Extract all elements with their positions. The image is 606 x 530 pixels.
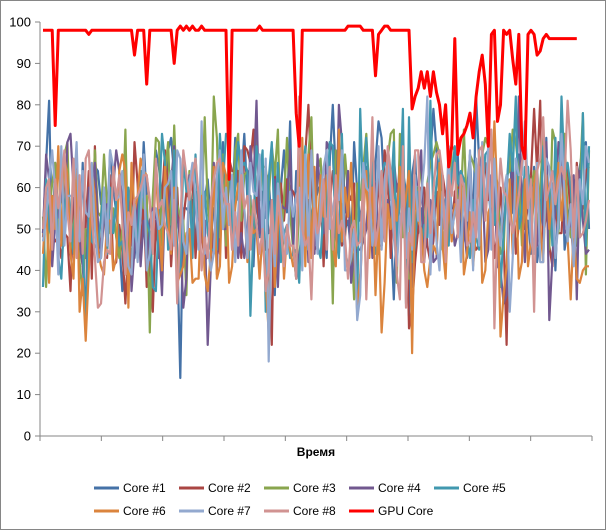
x-axis-title: Время	[297, 445, 335, 459]
y-tick-label: 60	[17, 180, 31, 195]
series-line-gpu-core	[43, 24, 577, 181]
legend-entry: GPU Core	[378, 504, 434, 518]
y-tick-label: 40	[17, 263, 31, 278]
y-tick-label: 10	[17, 387, 31, 402]
y-tick-label: 80	[17, 97, 31, 112]
legend-entry: Core #5	[463, 481, 506, 495]
y-tick-label: 30	[17, 304, 31, 319]
y-tick-label: 70	[17, 139, 31, 154]
y-tick-label: 20	[17, 346, 31, 361]
legend-entry: Core #6	[123, 504, 166, 518]
legend-entry: Core #4	[378, 481, 421, 495]
legend-entry: Core #1	[123, 481, 166, 495]
y-tick-label: 100	[9, 15, 31, 30]
legend-entry: Core #7	[208, 504, 251, 518]
legend-entry: Core #3	[293, 481, 336, 495]
y-tick-label: 50	[17, 222, 31, 237]
series-line-core-8	[41, 95, 591, 330]
legend-entry: Core #8	[293, 504, 336, 518]
y-tick-label: 90	[17, 56, 31, 71]
y-tick-label: 0	[24, 429, 31, 444]
legend-entry: Core #2	[208, 481, 251, 495]
